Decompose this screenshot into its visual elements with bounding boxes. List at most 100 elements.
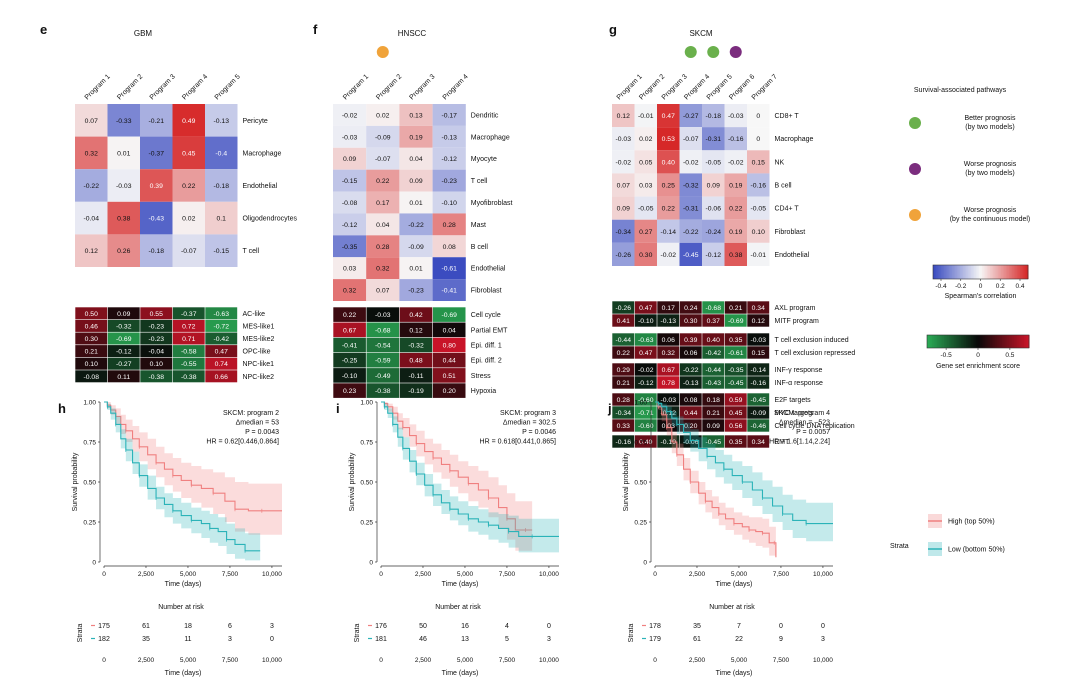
risk-count: 18: [184, 623, 192, 630]
gsea-value: 0.28: [617, 397, 630, 404]
colorbar-step: [927, 335, 930, 348]
legend-dot: [909, 209, 921, 221]
gsea-cell: [634, 301, 657, 314]
pathway-dot: [376, 46, 389, 58]
risk-x-tick: 7,500: [499, 657, 516, 664]
corr-cell: [612, 127, 635, 151]
gsea-cell: [657, 314, 680, 327]
km-plot-j: j 0 0.25 0.50 0.75 1.00 0 2,500 5,000 7,500 10,000…: [607, 400, 833, 678]
confidence-band: [104, 402, 282, 535]
gsea-cell: [399, 307, 433, 322]
corr-value: -0.05: [638, 206, 654, 213]
corr-value: 0.05: [639, 159, 652, 166]
gsea-cell: [107, 332, 140, 345]
gsea-value: 0.32: [662, 350, 675, 357]
survival-curve: [104, 401, 261, 552]
corr-cell: [432, 279, 466, 301]
corr-value: -0.09: [375, 134, 391, 141]
corr-value: -0.32: [683, 183, 699, 190]
corr-cell: [333, 213, 367, 236]
corr-value: -0.34: [616, 229, 632, 236]
gene-set-label: T cell exclusion induced: [775, 337, 849, 344]
gsea-cell: [172, 345, 205, 358]
gsea-cell: [657, 435, 680, 448]
colorbar-step: [998, 335, 1001, 348]
x-tick-label: 10,000: [539, 571, 559, 578]
gsea-value: 0.30: [684, 318, 697, 325]
gene-set-label: NPC-like1: [243, 361, 275, 368]
risk-count: 61: [693, 636, 701, 643]
colorbar-step: [985, 265, 988, 279]
gsea-cell: [612, 346, 635, 359]
risk-count: 175: [98, 623, 110, 630]
corr-value: 0.22: [662, 206, 675, 213]
colorbar-step: [930, 335, 933, 348]
gsea-value: -0.46: [751, 423, 767, 430]
colorbar-tick-label: -0.2: [955, 283, 967, 290]
colorbar-step: [1005, 265, 1008, 279]
colorbar-title: Gene set enrichment score: [936, 363, 1020, 370]
colorbar-step: [972, 335, 976, 348]
corr-value: -0.03: [616, 136, 632, 143]
colorbar-step: [994, 265, 997, 279]
colorbar-step: [959, 335, 962, 348]
corr-value: -0.26: [616, 252, 632, 259]
corr-value: -0.01: [638, 113, 654, 120]
column-label: Program 1: [342, 73, 370, 101]
colorbar-step: [952, 335, 955, 348]
corr-cell: [702, 104, 725, 128]
gsea-cell: [679, 346, 702, 359]
gsea-cell: [612, 314, 635, 327]
corr-cell: [612, 173, 635, 197]
colorbar-step: [986, 335, 989, 348]
gsea-value: -0.63: [638, 337, 654, 344]
gsea-cell: [205, 307, 238, 320]
gene-set-label: AC-like: [243, 311, 266, 318]
risk-count: 9: [779, 636, 783, 643]
confidence-band: [655, 402, 776, 562]
risk-count: 3: [547, 636, 551, 643]
colorbar-step: [991, 265, 994, 279]
corr-cell: [75, 136, 108, 170]
panel-letter: f: [313, 22, 318, 37]
colorbar-step: [1008, 335, 1011, 348]
corr-value: -0.06: [706, 206, 722, 213]
gsea-value: 0.24: [684, 305, 697, 312]
gsea-value: -0.45: [751, 397, 767, 404]
km-plot-h: h 0 0.25 0.50 0.75 1.00 0 2,500 5,000 7,500 10,000…: [58, 400, 282, 678]
y-tick-label: 0.50: [360, 480, 373, 487]
corr-value: 0.28: [443, 222, 456, 229]
gene-set-label: E2F targets: [775, 397, 812, 404]
x-tick-label: 5,000: [731, 571, 748, 578]
corr-cell: [366, 104, 400, 126]
gsea-cell: [679, 363, 702, 376]
gsea-value: 0.46: [85, 323, 98, 330]
colorbar-step: [1021, 265, 1024, 279]
gsea-value: 0.67: [662, 367, 675, 374]
corr-cell: [366, 235, 400, 258]
corr-value: 0.32: [376, 266, 389, 273]
gsea-value: -0.72: [214, 323, 230, 330]
corr-cell: [205, 234, 238, 267]
risk-count: 3: [228, 636, 232, 643]
corr-value: -0.03: [342, 134, 358, 141]
corr-cell: [634, 104, 657, 128]
corr-value: -0.22: [84, 183, 100, 190]
row-label: B cell: [471, 244, 489, 251]
corr-value: 0.27: [639, 229, 652, 236]
gsea-value: -0.58: [181, 349, 197, 356]
gsea-value: -0.03: [661, 397, 677, 404]
column-label: Program 1: [84, 73, 112, 101]
gsea-value: 0.20: [684, 423, 697, 430]
corr-value: 0.02: [376, 112, 389, 119]
colorbar-step: [959, 265, 962, 279]
corr-value: -0.10: [441, 200, 457, 207]
gsea-cell: [432, 337, 466, 353]
corr-cell: [657, 196, 680, 220]
gsea-cell: [75, 319, 108, 332]
colorbar-step: [993, 335, 996, 348]
gsea-cell: [432, 322, 466, 338]
gsea-value: 0.21: [85, 349, 98, 356]
gsea-value: -0.42: [706, 350, 722, 357]
gsea-cell: [333, 307, 366, 322]
